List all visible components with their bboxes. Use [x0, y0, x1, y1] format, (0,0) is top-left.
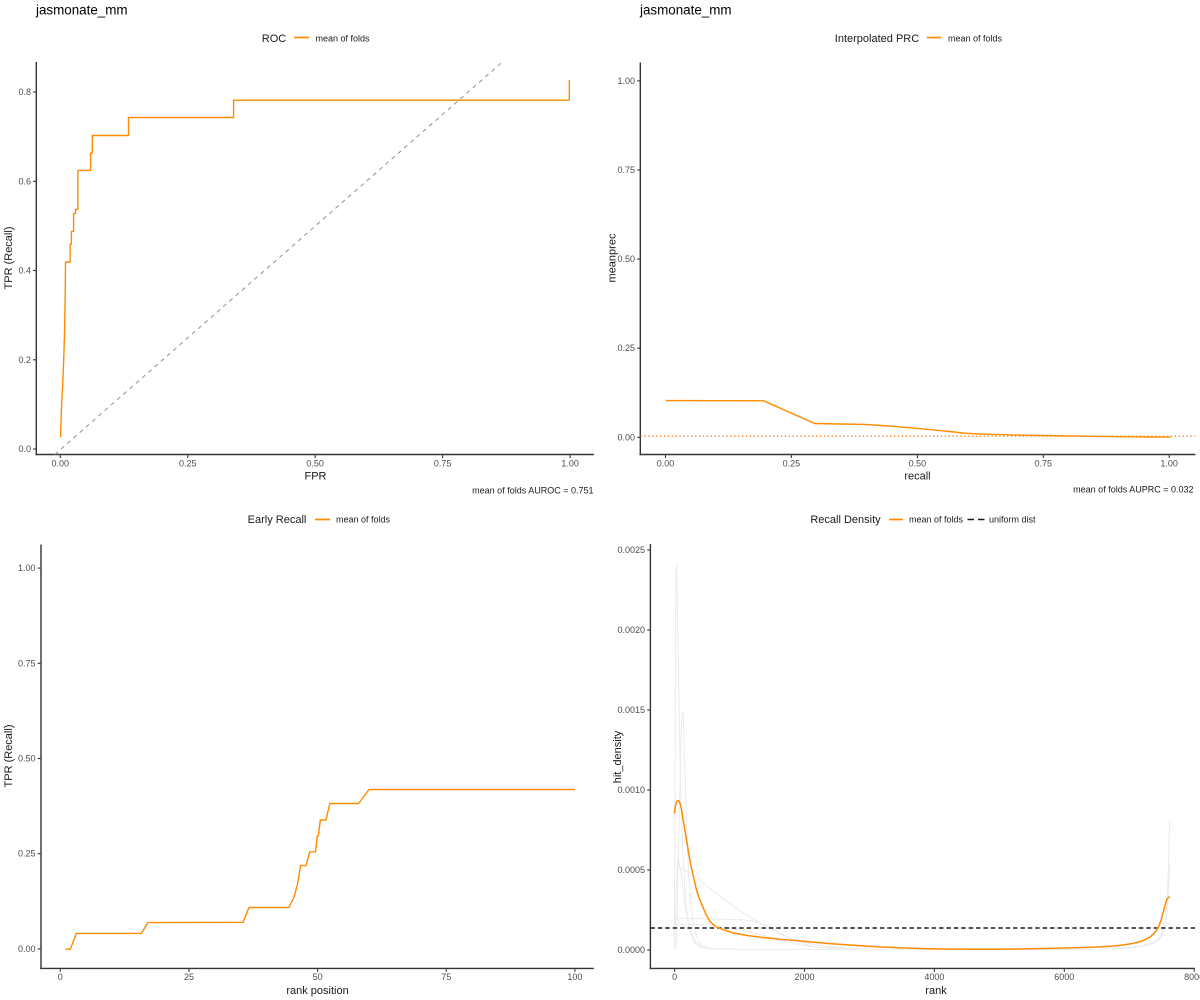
svg-text:uniform dist: uniform dist — [989, 515, 1036, 525]
svg-text:jasmonate_mm: jasmonate_mm — [639, 3, 732, 18]
svg-text:0.50: 0.50 — [617, 254, 635, 264]
svg-text:0.75: 0.75 — [1035, 458, 1053, 468]
svg-text:75: 75 — [441, 972, 451, 982]
svg-text:4000: 4000 — [924, 972, 944, 982]
svg-text:0.25: 0.25 — [617, 343, 635, 353]
svg-text:mean of folds: mean of folds — [948, 34, 1003, 44]
svg-text:mean of folds AUPRC = 0.032: mean of folds AUPRC = 0.032 — [1073, 485, 1193, 495]
svg-text:0.50: 0.50 — [18, 754, 36, 764]
svg-text:Recall Density: Recall Density — [810, 514, 881, 526]
svg-text:0.00: 0.00 — [18, 944, 36, 954]
svg-text:0.25: 0.25 — [783, 458, 801, 468]
svg-text:mean of folds: mean of folds — [909, 515, 964, 525]
svg-text:0: 0 — [58, 972, 63, 982]
svg-text:0.0010: 0.0010 — [617, 785, 645, 795]
svg-text:rank position: rank position — [286, 985, 348, 997]
svg-text:FPR: FPR — [305, 471, 327, 483]
svg-text:6000: 6000 — [1054, 972, 1074, 982]
svg-text:100: 100 — [567, 972, 582, 982]
svg-text:ROC: ROC — [262, 33, 287, 45]
svg-text:1.00: 1.00 — [617, 76, 635, 86]
svg-text:50: 50 — [313, 972, 323, 982]
svg-text:8000: 8000 — [1184, 972, 1200, 982]
svg-text:rank: rank — [925, 985, 947, 997]
svg-text:2000: 2000 — [794, 972, 814, 982]
svg-text:0.0015: 0.0015 — [617, 705, 645, 715]
svg-text:meanprec: meanprec — [607, 233, 619, 282]
svg-text:0.6: 0.6 — [18, 176, 31, 186]
svg-text:25: 25 — [184, 972, 194, 982]
svg-text:0.8: 0.8 — [18, 87, 31, 97]
svg-text:0.00: 0.00 — [657, 458, 675, 468]
svg-text:1.00: 1.00 — [1160, 458, 1178, 468]
svg-text:0.4: 0.4 — [18, 266, 31, 276]
svg-text:0.75: 0.75 — [18, 658, 36, 668]
svg-text:0.0: 0.0 — [18, 444, 31, 454]
svg-text:0: 0 — [672, 972, 677, 982]
svg-text:jasmonate_mm: jasmonate_mm — [35, 3, 128, 18]
svg-text:0.0020: 0.0020 — [617, 625, 645, 635]
svg-text:0.75: 0.75 — [617, 165, 635, 175]
svg-text:TPR (Recall): TPR (Recall) — [3, 725, 15, 788]
svg-text:0.50: 0.50 — [909, 458, 927, 468]
svg-text:1.00: 1.00 — [18, 563, 36, 573]
svg-text:0.0025: 0.0025 — [617, 545, 645, 555]
svg-text:TPR (Recall): TPR (Recall) — [3, 227, 15, 290]
svg-text:Early Recall: Early Recall — [248, 514, 307, 526]
svg-text:0.75: 0.75 — [434, 458, 452, 468]
svg-text:0.25: 0.25 — [179, 458, 197, 468]
svg-text:0.00: 0.00 — [52, 458, 70, 468]
svg-text:0.50: 0.50 — [306, 458, 324, 468]
svg-text:hit_density: hit_density — [612, 730, 624, 783]
svg-text:0.00: 0.00 — [617, 432, 635, 442]
svg-text:0.0000: 0.0000 — [617, 945, 645, 955]
svg-text:0.2: 0.2 — [18, 355, 31, 365]
svg-text:recall: recall — [904, 471, 930, 483]
svg-text:0.0005: 0.0005 — [617, 865, 645, 875]
svg-text:mean of folds: mean of folds — [336, 515, 391, 525]
svg-text:0.25: 0.25 — [18, 849, 36, 859]
svg-text:Interpolated PRC: Interpolated PRC — [835, 33, 919, 45]
svg-text:mean of folds: mean of folds — [316, 34, 371, 44]
svg-text:1.00: 1.00 — [561, 458, 579, 468]
svg-text:mean of folds AUROC = 0.751: mean of folds AUROC = 0.751 — [472, 486, 593, 496]
